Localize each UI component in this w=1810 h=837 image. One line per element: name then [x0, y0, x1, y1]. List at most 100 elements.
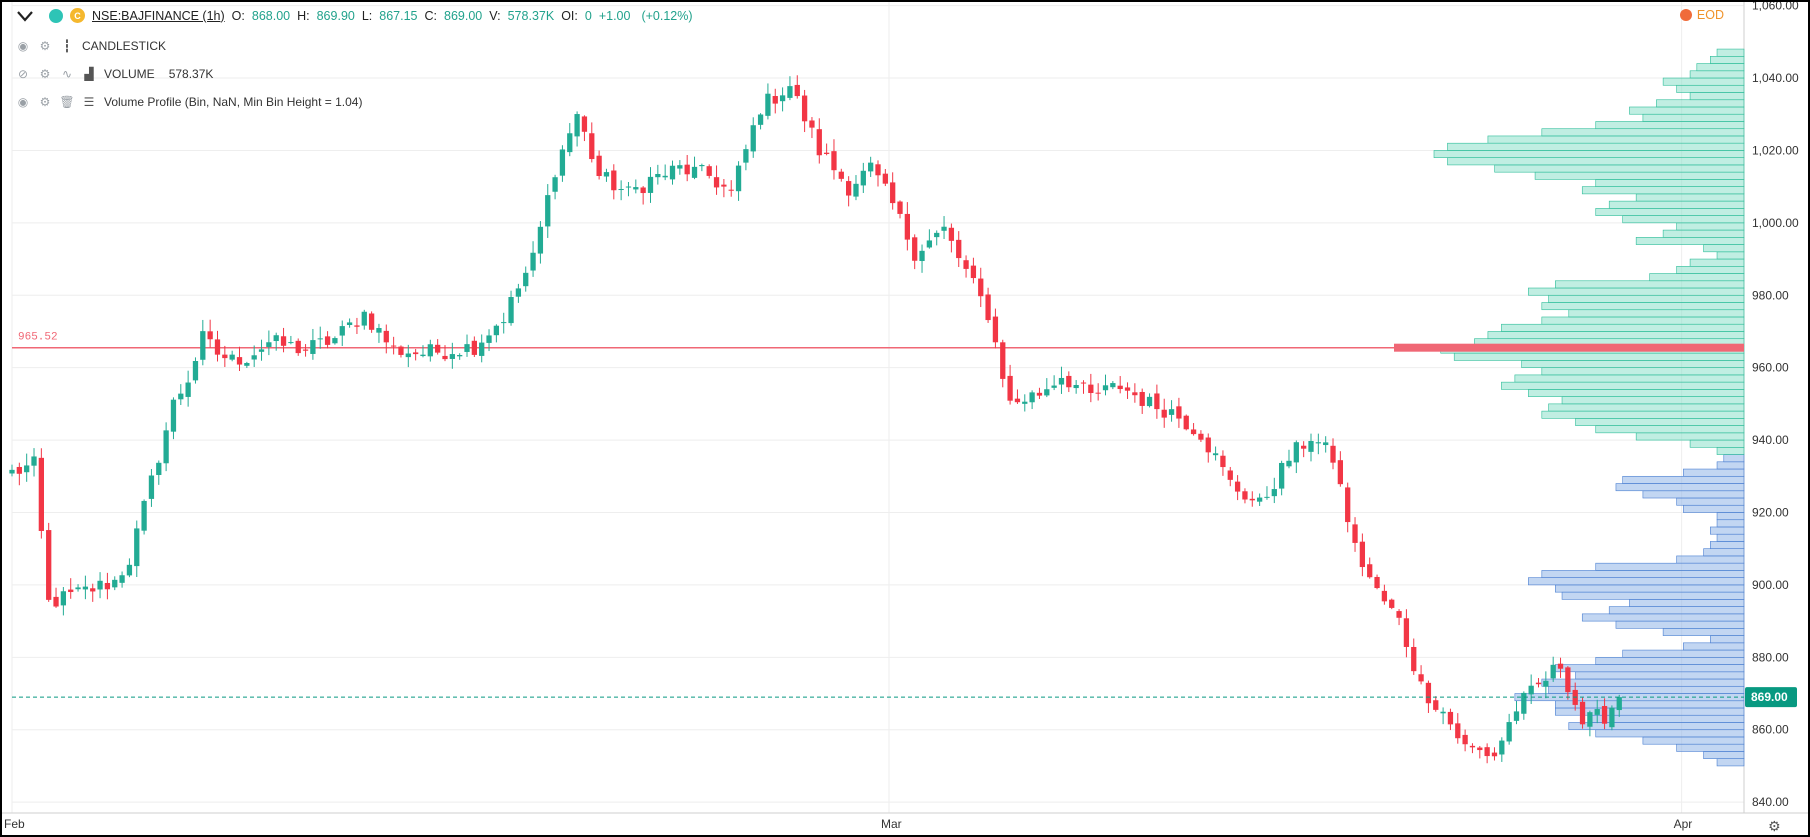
- candle-body: [574, 114, 580, 137]
- candle-body: [178, 393, 184, 400]
- candle-body: [713, 177, 720, 188]
- candle-body: [68, 589, 74, 593]
- volume-profile-bar: [1453, 352, 1745, 361]
- candle-body: [1286, 460, 1292, 467]
- candle-body: [1381, 590, 1388, 602]
- candle-body: [1550, 664, 1556, 679]
- candle-body: [1044, 389, 1050, 396]
- y-tick-label: 1,040.00: [1752, 71, 1799, 85]
- candle-body: [1359, 541, 1366, 568]
- volume-profile-bar: [1710, 635, 1745, 644]
- candle-body: [537, 226, 544, 254]
- settings-gear-icon[interactable]: ⚙: [1768, 819, 1781, 835]
- candle-body: [1528, 685, 1534, 695]
- candle-body: [1088, 384, 1094, 394]
- change-percent: (+0.12%): [641, 8, 693, 23]
- candle-body: [1345, 487, 1351, 523]
- y-tick-label: 860.00: [1752, 723, 1789, 737]
- candle-body: [1499, 740, 1505, 755]
- candle-body: [875, 164, 881, 176]
- candle-body: [148, 475, 155, 499]
- volume-profile-bar: [1608, 606, 1745, 615]
- indicator-row-candlestick[interactable]: ◉ ⚙ ┇ CANDLESTICK: [16, 39, 166, 53]
- candle-body: [1051, 385, 1057, 388]
- candle-body: [339, 326, 345, 336]
- candle-body: [413, 352, 419, 355]
- candle-body: [134, 528, 140, 567]
- bar-chart-icon: ▟: [84, 67, 94, 81]
- gear-icon[interactable]: ⚙: [39, 95, 51, 109]
- candle-body: [838, 171, 844, 179]
- candle-body: [1411, 646, 1417, 672]
- candle-body: [222, 354, 228, 359]
- candle-body: [214, 339, 221, 355]
- candle-body: [1234, 481, 1241, 492]
- candle-body: [1308, 440, 1314, 452]
- volume-profile-bar: [1629, 599, 1745, 607]
- candle-body: [926, 240, 933, 248]
- candle-body: [985, 294, 991, 321]
- volume-profile-bar: [1581, 613, 1745, 622]
- eod-badge[interactable]: EOD: [1679, 8, 1724, 22]
- volume-profile-bar: [1514, 374, 1745, 383]
- volume-value: 578.37K: [507, 8, 555, 23]
- candle-body: [809, 120, 815, 128]
- volume-profile-bar: [1716, 251, 1745, 260]
- candle-body: [1102, 385, 1109, 391]
- candle-body: [1396, 611, 1402, 618]
- candle-body: [721, 184, 727, 187]
- candle-body: [310, 340, 316, 354]
- indicator-value: 578.37K: [168, 67, 214, 81]
- candle-body: [1066, 375, 1072, 388]
- candle-body: [60, 591, 67, 606]
- eye-off-icon[interactable]: ⊘: [17, 67, 29, 81]
- volume-profile-bar: [1608, 200, 1745, 209]
- symbol-link[interactable]: NSE:BAJFINANCE (1h): [92, 8, 225, 23]
- candle-body: [523, 272, 529, 287]
- candle-body: [236, 357, 243, 365]
- candle-body: [1183, 415, 1189, 430]
- candle-body: [765, 93, 771, 116]
- y-tick-label: 920.00: [1752, 505, 1789, 519]
- volume-profile-bar: [1635, 432, 1745, 441]
- candle-body: [1073, 384, 1079, 389]
- eye-icon[interactable]: ◉: [17, 95, 29, 109]
- candle-body: [119, 575, 125, 583]
- eye-icon[interactable]: ◉: [17, 39, 29, 53]
- candle-body: [992, 316, 999, 343]
- candle-body: [1337, 460, 1343, 485]
- candle-body: [948, 227, 955, 241]
- candle-body: [559, 149, 566, 176]
- volume-profile-bar: [1622, 649, 1745, 658]
- candle-body: [655, 173, 661, 178]
- candle-body: [280, 336, 287, 346]
- y-tick-label: 960.00: [1752, 361, 1789, 375]
- gear-icon[interactable]: ⚙: [39, 39, 51, 53]
- indicator-label: Volume Profile (Bin, NaN, Min Bin Height…: [104, 95, 363, 109]
- trash-icon[interactable]: 🗑: [59, 95, 75, 109]
- candle-body: [346, 322, 353, 326]
- candle-body: [24, 465, 30, 473]
- candle-body: [317, 338, 323, 340]
- gear-icon[interactable]: ⚙: [39, 67, 51, 81]
- volume-profile-bar: [1689, 439, 1745, 448]
- volume-profile-bar: [1716, 447, 1745, 455]
- candle-body: [427, 344, 433, 357]
- volume-profile-bar: [1622, 475, 1745, 484]
- volume-profile-bar: [1689, 258, 1745, 267]
- candle-body: [82, 586, 89, 590]
- candle-body: [618, 189, 624, 191]
- candle-body: [442, 355, 448, 360]
- volume-profile-bar: [1689, 70, 1745, 79]
- indicator-row-volume-profile[interactable]: ◉ ⚙ 🗑 ☰ Volume Profile (Bin, NaN, Min Bi…: [16, 95, 363, 109]
- chevron-down-icon[interactable]: [16, 9, 34, 23]
- poc-bar: [1394, 343, 1744, 352]
- candle-body: [1469, 745, 1476, 748]
- indicator-row-volume[interactable]: ⊘ ⚙ ∿ ▟ VOLUME 578.37K: [16, 67, 213, 81]
- y-tick-label: 980.00: [1752, 288, 1789, 302]
- candle-body: [1190, 429, 1197, 435]
- volume-profile-bar: [1676, 743, 1745, 752]
- volume-profile-bar: [1683, 468, 1745, 477]
- candle-body: [633, 187, 639, 190]
